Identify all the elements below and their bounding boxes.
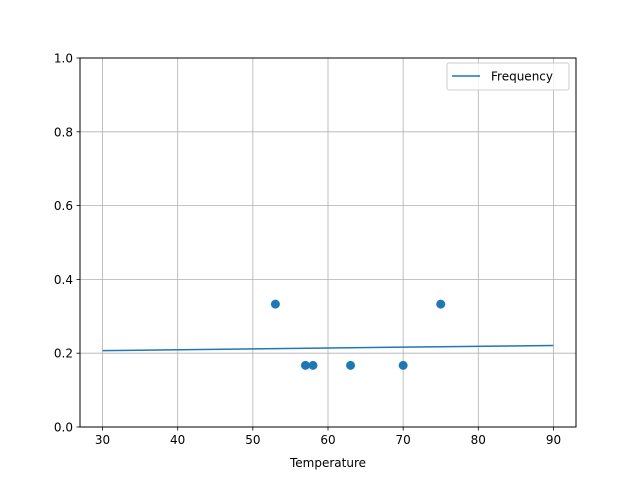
x-tick-label: 30: [95, 433, 110, 447]
y-tick-label: 0.2: [54, 347, 73, 361]
x-tick-label: 70: [396, 433, 411, 447]
marks: [102, 299, 554, 370]
legend-box: [446, 62, 570, 91]
scatter-point: [300, 360, 310, 370]
scatter-point: [398, 360, 408, 370]
x-tick-label: 80: [471, 433, 486, 447]
x-tick-label: 50: [245, 433, 260, 447]
scatter-point: [308, 360, 318, 370]
scatter-point: [436, 299, 446, 309]
legend-label: Frequency: [491, 70, 553, 84]
x-tick-label: 60: [320, 433, 335, 447]
y-tick-label: 0.8: [54, 125, 73, 139]
scatter-point: [346, 360, 356, 370]
y-tick-label: 0.0: [54, 421, 73, 435]
y-tick-label: 1.0: [54, 52, 73, 66]
y-tick-label: 0.4: [54, 273, 73, 287]
x-tick-label: 90: [546, 433, 561, 447]
grid: [80, 57, 576, 428]
x-tick-label: 40: [170, 433, 185, 447]
ticks: 30 40 50 60 70 80 90 0.0 0.2 0.4 0.6 0.8 1.0: [54, 52, 561, 448]
x-axis-label: Temperature: [289, 456, 366, 470]
legend: Frequency: [446, 62, 570, 91]
y-tick-label: 0.6: [54, 199, 73, 213]
frequency-line: [102, 344, 554, 352]
scatter-point: [270, 299, 280, 309]
